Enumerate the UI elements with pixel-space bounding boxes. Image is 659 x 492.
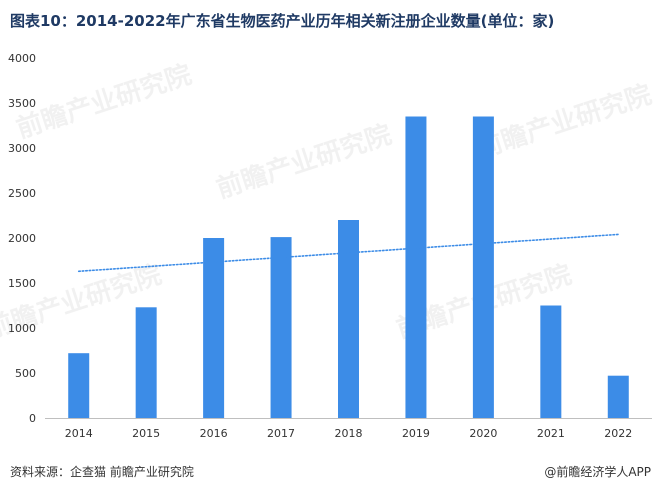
bar-2014 [68, 353, 90, 418]
x-tick-label: 2019 [402, 427, 430, 440]
y-tick-label: 1500 [8, 277, 36, 290]
bar-2016 [203, 238, 225, 418]
bar-2020 [472, 116, 494, 418]
x-tick-label: 2016 [200, 427, 228, 440]
y-tick-label: 3500 [8, 97, 36, 110]
x-tick-label: 2018 [335, 427, 363, 440]
x-tick-label: 2020 [469, 427, 497, 440]
watermark-text: 前瞻产业研究院 [213, 119, 396, 205]
bar-chart: 前瞻产业研究院前瞻产业研究院前瞻产业研究院前瞻产业研究院前瞻产业研究院 0 500… [0, 52, 655, 440]
y-tick-label: 2000 [8, 232, 36, 245]
watermark-layer: 前瞻产业研究院前瞻产业研究院前瞻产业研究院前瞻产业研究院前瞻产业研究院 [0, 59, 655, 345]
x-tick-label: 2014 [65, 427, 93, 440]
x-tick-label: 2022 [604, 427, 632, 440]
y-tick-label: 2500 [8, 187, 36, 200]
y-tick-label: 0 [29, 412, 36, 425]
bar-2019 [405, 116, 427, 418]
y-tick-label: 1000 [8, 322, 36, 335]
watermark-text: 前瞻产业研究院 [13, 59, 196, 145]
credit-note: @前瞻经济学人APP [544, 465, 651, 479]
bars [68, 116, 629, 418]
x-axis-ticks: 2014 2015 2016 2017 2018 2019 2020 2021 2022 [65, 427, 633, 440]
x-tick-label: 2021 [537, 427, 565, 440]
y-tick-label: 4000 [8, 52, 36, 65]
bar-2017 [270, 237, 292, 418]
x-tick-label: 2015 [132, 427, 160, 440]
y-axis-ticks: 0 500 1000 1500 2000 2500 3000 3500 4000 [8, 52, 36, 425]
bar-2015 [135, 307, 157, 418]
x-tick-label: 2017 [267, 427, 295, 440]
y-tick-label: 500 [15, 367, 36, 380]
bar-2021 [540, 305, 562, 418]
y-tick-label: 3000 [8, 142, 36, 155]
bar-2022 [607, 375, 629, 418]
bar-2018 [338, 220, 359, 418]
chart-area: 前瞻产业研究院前瞻产业研究院前瞻产业研究院前瞻产业研究院前瞻产业研究院 0 500… [0, 38, 659, 458]
chart-title: 图表10：2014-2022年广东省生物医药产业历年相关新注册企业数量(单位：家… [10, 12, 555, 30]
source-note: 资料来源：企查猫 前瞻产业研究院 [10, 465, 194, 479]
watermark-text: 前瞻产业研究院 [473, 79, 656, 165]
trendline [77, 233, 620, 273]
